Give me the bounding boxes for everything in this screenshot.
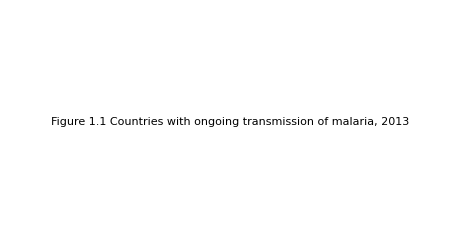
Text: Figure 1.1 Countries with ongoing transmission of malaria, 2013: Figure 1.1 Countries with ongoing transm…	[51, 116, 408, 127]
